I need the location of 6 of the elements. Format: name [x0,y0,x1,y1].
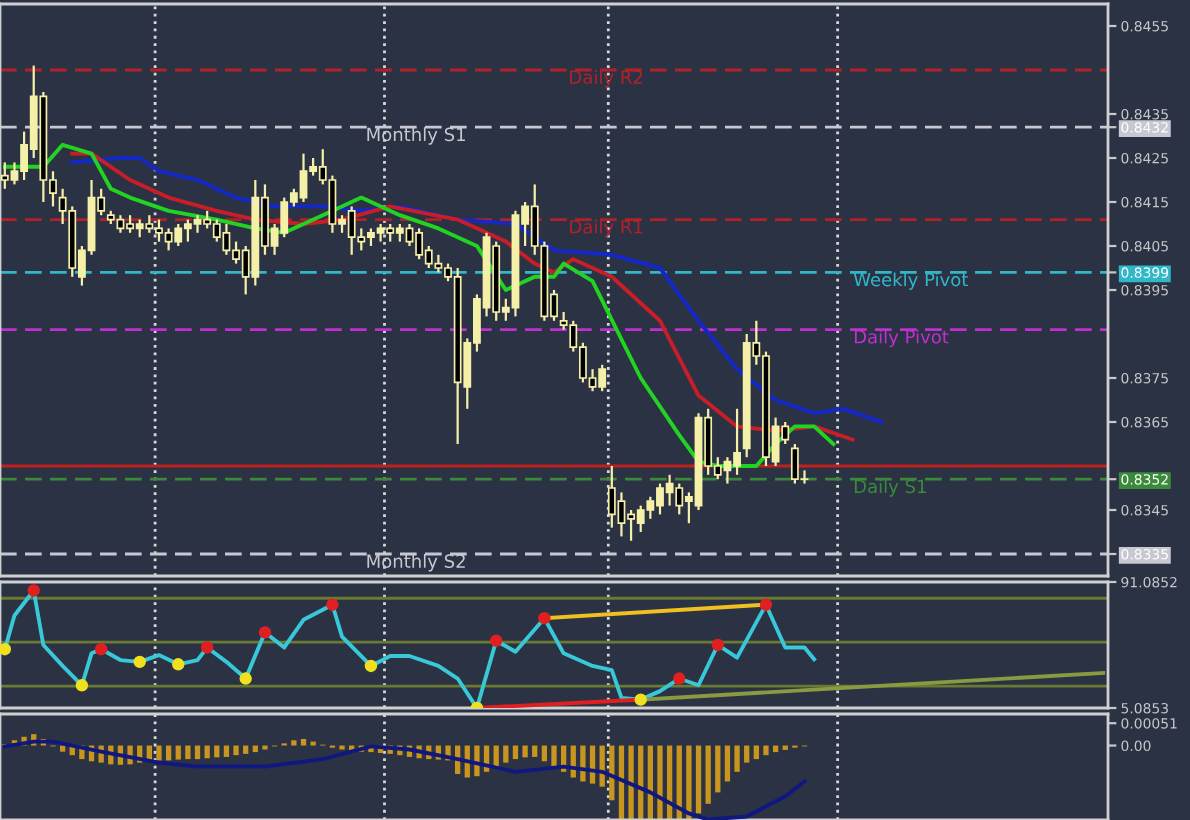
ref-line-label: Monthly S2 [367,554,465,572]
ref-line-label: Daily S1 [854,479,926,497]
ref-line-label: Daily R2 [570,70,643,88]
ref-line-label: Daily Pivot [854,329,949,348]
ref-line-label: Weekly Pivot [853,272,968,290]
ref-line-label: Monthly S1 [367,127,465,145]
